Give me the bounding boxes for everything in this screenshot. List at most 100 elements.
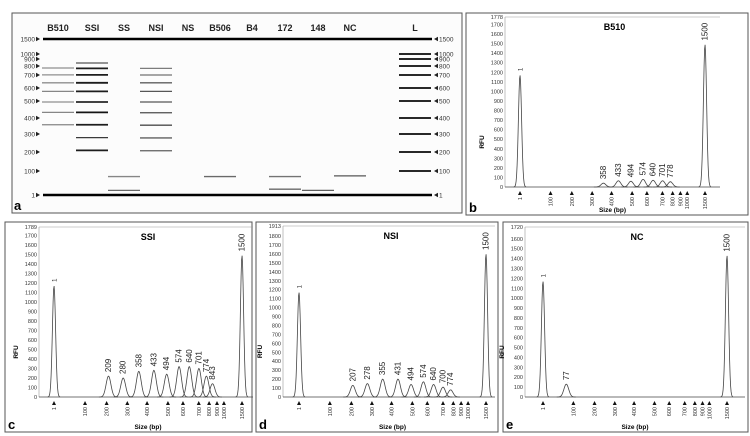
- electropherogram-SSI: 0100200300400500600700800900100011001200…: [4, 221, 253, 433]
- lane-B510: B510: [42, 23, 74, 126]
- peak-label: 355: [378, 361, 387, 375]
- y-tick-label: 1000: [269, 306, 281, 312]
- triangle-up-icon: [389, 401, 394, 405]
- triangle-up-icon: [703, 191, 707, 195]
- y-tick-label: 300: [272, 368, 281, 374]
- y-tick-label: 1600: [269, 252, 281, 258]
- y-tick-label: 600: [494, 128, 503, 134]
- peak: [653, 180, 672, 188]
- triangle-up-icon: [678, 191, 683, 195]
- y-tick-label: 200: [28, 376, 37, 382]
- lane-B4: B4: [246, 23, 258, 33]
- y-tick-label: 1720: [511, 225, 523, 231]
- x-tick-label: 700: [660, 197, 666, 206]
- ladder-label-right: 500: [439, 99, 450, 106]
- y-tick-label: 1400: [25, 262, 37, 268]
- triangle-up-icon: [484, 401, 488, 405]
- y-tick-label: 1100: [269, 297, 281, 303]
- x-tick-label: 100: [549, 197, 555, 206]
- peak: [479, 254, 493, 398]
- triangle-up-icon: [682, 401, 687, 405]
- y-tick-label: 800: [28, 319, 37, 325]
- y-tick-label: 600: [272, 341, 281, 347]
- triangle-up-icon: [297, 401, 301, 405]
- x-tick-label: 800: [451, 407, 457, 416]
- triangle-up-icon: [569, 191, 574, 195]
- lane-172: 172: [269, 23, 301, 190]
- y-tick-label: 900: [494, 99, 503, 105]
- y-tick-label: 1400: [491, 51, 503, 57]
- y-tick-label: 100: [494, 175, 503, 181]
- peak: [698, 44, 712, 188]
- y-tick-label: 900: [272, 315, 281, 321]
- y-tick-label: 100: [514, 385, 523, 391]
- y-axis-label: RFU: [257, 345, 264, 359]
- triangle-up-icon: [207, 401, 212, 405]
- ladder-label-right: 800: [439, 64, 450, 71]
- x-tick-label: 100: [328, 407, 334, 416]
- lane-label: B4: [246, 23, 258, 33]
- lane-label: SSI: [85, 23, 100, 33]
- x-tick-label: 800: [693, 407, 699, 416]
- peak: [292, 292, 306, 398]
- triangle-up-icon: [632, 401, 637, 405]
- peak: [196, 375, 216, 398]
- panel-letter: d: [259, 417, 267, 432]
- y-tick-label: 0: [278, 395, 281, 401]
- triangle-up-icon: [451, 401, 456, 405]
- peak-label: 774: [446, 372, 455, 386]
- peak-label: 431: [393, 361, 402, 375]
- triangle-up-icon: [145, 401, 150, 405]
- triangle-up-icon: [541, 401, 545, 405]
- x-tick-label: 300: [590, 197, 596, 206]
- triangle-up-icon: [425, 401, 430, 405]
- panel-letter: e: [506, 417, 513, 432]
- x-tick-label: 700: [441, 407, 447, 416]
- y-tick-label: 800: [494, 109, 503, 115]
- triangle-left-icon: [434, 131, 438, 137]
- peak: [433, 386, 453, 398]
- triangle-up-icon: [83, 401, 88, 405]
- y-tick-label: 500: [272, 350, 281, 356]
- y-tick-label: 1000: [491, 89, 503, 95]
- x-tick-label: 200: [105, 407, 111, 416]
- triangle-right-icon: [36, 85, 40, 91]
- triangle-up-icon: [52, 401, 56, 405]
- triangle-up-icon: [518, 191, 522, 195]
- triangle-right-icon: [36, 149, 40, 155]
- x-tick-label: 600: [425, 407, 431, 416]
- chart-title: SSI: [141, 232, 156, 242]
- y-tick-label: 1400: [269, 270, 281, 276]
- x-tick-label: 200: [349, 407, 355, 416]
- peak-label: 278: [363, 366, 372, 380]
- peak-label: 774: [202, 358, 211, 372]
- x-tick-label: 500: [410, 407, 416, 416]
- peak-label: 209: [104, 358, 113, 372]
- y-tick-label: 200: [272, 377, 281, 383]
- y-tick-label: 1300: [25, 271, 37, 277]
- y-tick-label: 1500: [511, 247, 523, 253]
- ladder-label-left: 900: [24, 57, 35, 64]
- x-tick-label: 800: [207, 407, 213, 416]
- peak: [47, 285, 61, 398]
- y-tick-label: 1200: [25, 281, 37, 287]
- x-tick-label: 1: [297, 407, 303, 410]
- x-tick-label: 900: [701, 407, 707, 416]
- ladder-label-right: 200: [439, 150, 450, 157]
- x-tick-label: 200: [593, 407, 599, 416]
- ladder-label-left: 200: [24, 150, 35, 157]
- x-tick-label: 800: [671, 197, 677, 206]
- triangle-up-icon: [165, 401, 170, 405]
- triangle-right-icon: [36, 36, 40, 42]
- x-tick-label: 500: [166, 407, 172, 416]
- y-tick-label: 500: [494, 137, 503, 143]
- x-tick-label: 500: [630, 197, 636, 206]
- x-tick-label: 900: [678, 197, 684, 206]
- y-tick-label: 900: [514, 306, 523, 312]
- peak-label: 433: [149, 352, 158, 366]
- lane-148: 148: [302, 23, 334, 192]
- y-tick-label: 600: [28, 338, 37, 344]
- triangle-up-icon: [466, 401, 471, 405]
- x-axis-label: Size (bp): [599, 207, 626, 214]
- x-tick-label: 700: [683, 407, 689, 416]
